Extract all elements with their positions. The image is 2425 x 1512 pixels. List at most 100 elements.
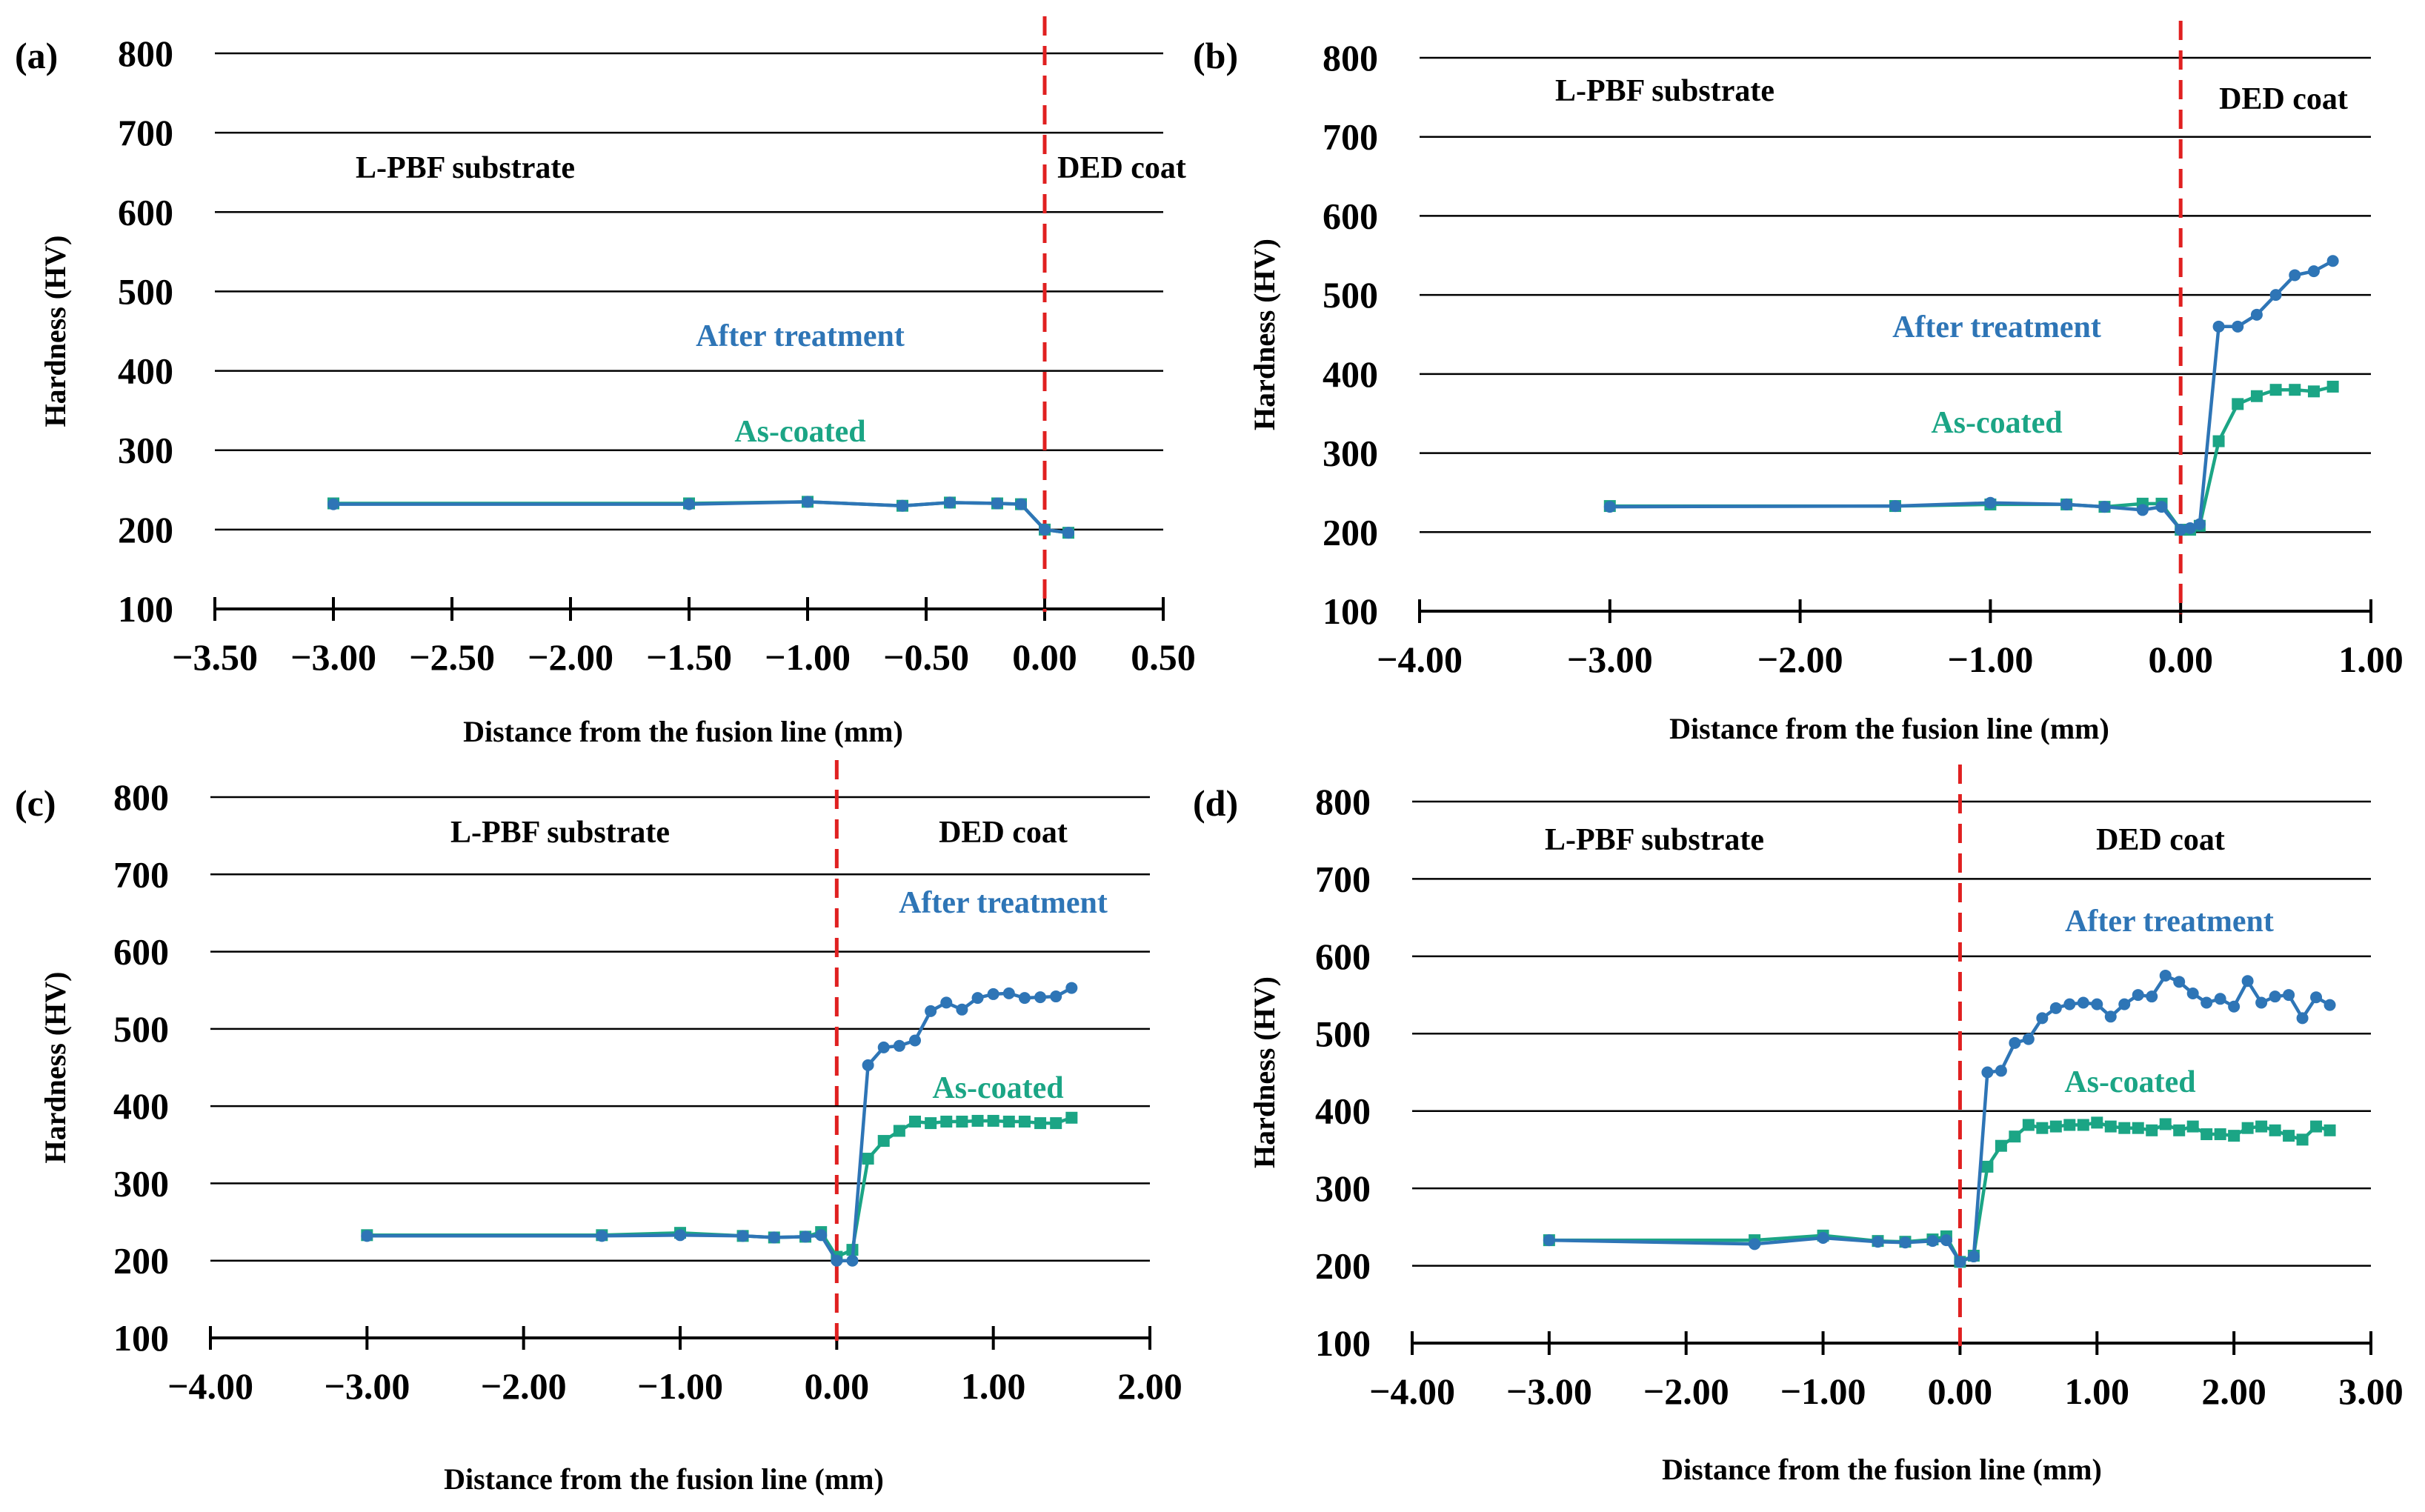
as-coated-label: As-coated	[734, 415, 865, 449]
y-axis-label: Hardness (HV)	[39, 972, 72, 1164]
x-tick-label: 3.00	[2338, 1371, 2404, 1412]
x-tick-label: −2.00	[481, 1365, 567, 1407]
after-treatment-point	[2201, 996, 2213, 1009]
y-tick-label: 400	[1323, 353, 1378, 395]
after-treatment-point	[1050, 990, 1062, 1003]
substrate-region-label: L-PBF substrate	[1555, 74, 1774, 108]
y-tick-label: 200	[113, 1240, 169, 1282]
after-treatment-point	[925, 1005, 937, 1017]
x-tick-label: −1.00	[765, 636, 851, 678]
x-tick-label: 0.00	[805, 1365, 870, 1407]
after-treatment-point	[1872, 1236, 1884, 1248]
after-treatment-label: After treatment	[1892, 310, 2101, 344]
y-tick-label: 600	[1315, 936, 1371, 977]
after-treatment-point	[2269, 990, 2281, 1003]
as-coated-point	[1002, 1116, 1015, 1128]
after-treatment-line	[1549, 973, 2331, 1264]
as-coated-point	[2159, 1118, 2172, 1130]
x-tick-label: −3.50	[172, 636, 258, 678]
after-treatment-point	[683, 498, 695, 510]
as-coated-point	[2228, 1130, 2241, 1142]
y-tick-label: 500	[1315, 1013, 1371, 1054]
x-axis-label: Distance from the fusion line (mm)	[444, 1462, 884, 1496]
as-coated-point	[2104, 1120, 2117, 1133]
after-treatment-line	[1609, 259, 2334, 532]
as-coated-point	[909, 1116, 921, 1128]
after-treatment-point	[987, 988, 999, 1000]
after-treatment-point	[2269, 289, 2282, 302]
x-tick-label: 0.00	[2148, 639, 2213, 680]
y-tick-label: 600	[1323, 195, 1378, 236]
after-treatment-point	[2098, 501, 2111, 513]
after-treatment-point	[2049, 1002, 2062, 1014]
x-axis-label: Distance from the fusion line (mm)	[463, 715, 903, 748]
as-coated-point	[2091, 1116, 2103, 1129]
after-treatment-point	[596, 1230, 608, 1242]
after-treatment-point	[2283, 989, 2295, 1002]
after-treatment-label: After treatment	[696, 319, 905, 353]
after-treatment-point	[2009, 1036, 2021, 1049]
after-treatment-line	[333, 500, 1069, 535]
as-coated-label: As-coated	[932, 1071, 1063, 1105]
x-tick-label: 0.00	[1012, 636, 1077, 678]
substrate-region-label: L-PBF substrate	[1545, 823, 1764, 857]
after-treatment-point	[361, 1230, 373, 1242]
x-tick-label: −3.00	[290, 636, 376, 678]
as-coated-point	[2269, 1124, 2281, 1136]
y-tick-label: 800	[1315, 781, 1371, 822]
as-coated-point	[2255, 1120, 2268, 1133]
after-treatment-point	[2326, 255, 2339, 267]
x-tick-label: −3.00	[1567, 639, 1653, 680]
after-treatment-point	[736, 1230, 749, 1242]
x-axis-label: Distance from the fusion line (mm)	[1662, 1453, 2102, 1486]
y-tick-label: 300	[1315, 1168, 1371, 1209]
as-coated-label: As-coated	[2064, 1065, 2195, 1099]
x-tick-label: −1.00	[1780, 1371, 1866, 1412]
as-coated-point	[2022, 1119, 2035, 1131]
after-treatment-point	[2193, 518, 2206, 530]
after-treatment-point	[2132, 989, 2144, 1002]
after-treatment-point	[2077, 996, 2089, 1009]
y-tick-label: 100	[118, 588, 173, 630]
panel-label: (c)	[15, 782, 56, 824]
after-treatment-point	[2241, 975, 2254, 988]
after-treatment-point	[1967, 1250, 1980, 1263]
as-coated-point	[2310, 1120, 2323, 1133]
as-coated-point	[2232, 398, 2244, 410]
x-tick-label: 2.00	[2201, 1371, 2266, 1412]
after-treatment-point	[831, 1254, 843, 1267]
after-treatment-point	[2323, 999, 2336, 1011]
after-treatment-point	[2036, 1012, 2049, 1025]
x-tick-label: −3.00	[1506, 1371, 1592, 1412]
as-coated-point	[1018, 1116, 1031, 1128]
as-coated-point	[893, 1125, 905, 1137]
y-tick-label: 300	[118, 430, 173, 471]
y-tick-label: 800	[113, 776, 169, 818]
x-tick-label: 1.00	[2338, 639, 2404, 680]
after-treatment-point	[2159, 969, 2172, 982]
y-tick-label: 700	[113, 853, 169, 895]
after-treatment-point	[2212, 320, 2225, 333]
x-tick-label: 1.00	[961, 1365, 1026, 1407]
x-tick-label: −0.50	[883, 636, 969, 678]
after-treatment-point	[2255, 996, 2268, 1009]
panel-label: (b)	[1193, 35, 1238, 76]
y-tick-label: 600	[113, 931, 169, 973]
y-axis-label: Hardness (HV)	[1248, 239, 1281, 430]
after-treatment-point	[1018, 992, 1031, 1005]
after-treatment-point	[1002, 987, 1015, 999]
after-treatment-point	[2175, 524, 2187, 536]
as-coated-point	[2269, 384, 2282, 396]
as-coated-point	[2049, 1120, 2062, 1133]
after-treatment-point	[1981, 1066, 1994, 1079]
y-tick-label: 400	[118, 350, 173, 392]
as-coated-point	[862, 1153, 874, 1165]
x-axis-label: Distance from the fusion line (mm)	[1669, 712, 2109, 745]
after-treatment-point	[1062, 527, 1074, 539]
as-coated-point	[2009, 1130, 2021, 1143]
x-tick-label: 0.50	[1131, 636, 1196, 678]
y-tick-label: 600	[118, 191, 173, 233]
after-treatment-point	[897, 499, 908, 512]
as-coated-point	[2118, 1122, 2131, 1134]
after-treatment-point	[2060, 498, 2073, 510]
